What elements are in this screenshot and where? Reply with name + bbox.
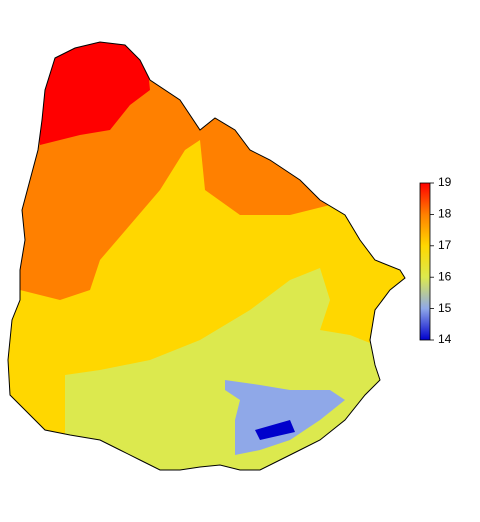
colorbar-tick-label: 18 xyxy=(438,207,452,221)
band-blue xyxy=(255,420,295,440)
band-red xyxy=(30,42,150,145)
colorbar-tick-label: 19 xyxy=(438,175,452,189)
colorbar-tick-label: 15 xyxy=(438,301,452,315)
colorbar-tick-label: 17 xyxy=(438,238,452,252)
colorbar xyxy=(419,182,431,341)
temperature-raster xyxy=(8,42,405,470)
colorbar-tick-label: 16 xyxy=(438,269,452,283)
colorbar-tick-label: 14 xyxy=(438,332,452,346)
band-light-blue xyxy=(225,380,345,455)
